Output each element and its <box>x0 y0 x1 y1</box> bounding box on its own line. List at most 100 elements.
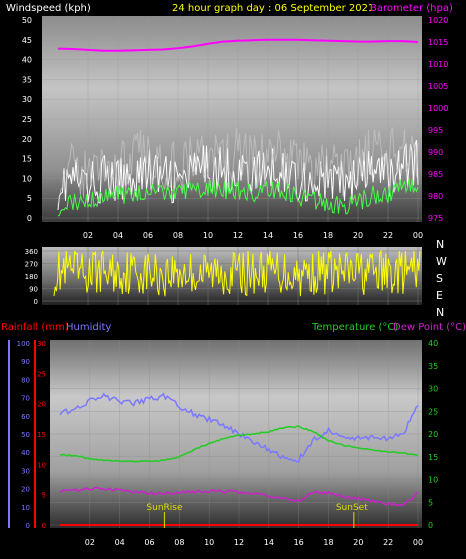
rainfall-axis-bar <box>34 340 36 528</box>
wind-y-tick-label: 35 <box>22 75 32 84</box>
rainfall-y-tick-label: 10 <box>37 461 46 469</box>
humidity-y-tick-label: 100 <box>17 340 30 348</box>
temp-x-tick-label: 04 <box>115 538 125 547</box>
sunset-label: SunSet <box>336 503 368 513</box>
wind-y-tick-label: 10 <box>22 174 32 183</box>
wind-x-tick-label: 22 <box>383 231 393 240</box>
compass-label: N <box>436 306 444 319</box>
wind-x-tick-label: 00 <box>413 231 423 240</box>
humidity-y-tick-label: 30 <box>21 467 30 475</box>
wind-x-tick-label: 02 <box>83 231 93 240</box>
temperature-y-tick-label: 20 <box>428 430 438 439</box>
sun-markers: SunRise SunSet <box>146 503 368 528</box>
rainfall-y-tick-label: 0 <box>42 522 46 530</box>
temperature-y-tick-label: 35 <box>428 362 438 371</box>
temperature-y-tick-label: 0 <box>428 521 433 530</box>
temp-x-tick-label: 20 <box>353 538 363 547</box>
wind-x-tick-label: 08 <box>173 231 183 240</box>
wind-panel-series <box>57 38 419 217</box>
humidity-y-tick-label: 0 <box>26 522 30 530</box>
barometer-y-tick-label: 985 <box>428 170 443 179</box>
wind-x-tick-label: 06 <box>143 231 153 240</box>
direction-y-tick-label: 360 <box>25 248 38 256</box>
direction-y-tick-label: 90 <box>29 286 38 294</box>
temperature-y-tick-label: 40 <box>428 339 438 348</box>
humidity-y-tick-label: 90 <box>21 358 30 366</box>
wind-x-tick-label: 12 <box>233 231 243 240</box>
temp-panel-series <box>59 392 419 526</box>
temp-x-tick-label: 18 <box>323 538 333 547</box>
temperature-y-ticks: 0 5 10 15 20 25 30 35 40 <box>428 339 438 530</box>
temp-x-ticks: 02 04 06 08 10 12 14 16 18 20 22 00 <box>85 538 423 547</box>
wind-x-tick-label: 14 <box>263 231 273 240</box>
barometer-y-tick-label: 1010 <box>428 60 448 69</box>
direction-y-tick-label: 0 <box>34 298 38 306</box>
wind-x-tick-label: 20 <box>353 231 363 240</box>
wind-series-1 <box>57 127 419 207</box>
wind-x-tick-label: 18 <box>323 231 333 240</box>
temp-x-tick-label: 02 <box>85 538 95 547</box>
barometer-y-tick-label: 980 <box>428 192 443 201</box>
wind-series-2 <box>57 178 419 217</box>
temp-x-tick-label: 10 <box>204 538 214 547</box>
humidity-y-tick-label: 60 <box>21 413 30 421</box>
rainfall-y-tick-label: 20 <box>37 401 46 409</box>
barometer-y-tick-label: 995 <box>428 126 443 135</box>
dewpoint-axis-label: Dew Point (°C) <box>393 322 466 333</box>
barometer-axis-label: Barometer (hpa) <box>370 3 453 14</box>
humidity-axis-bar <box>8 340 10 528</box>
temp-x-tick-label: 00 <box>413 538 423 547</box>
direction-panel-grid <box>42 247 422 305</box>
barometer-y-tick-label: 1000 <box>428 104 448 113</box>
temperature-axis-label: Temperature (°C) <box>311 322 398 333</box>
wind-y-tick-label: 30 <box>22 95 32 104</box>
rainfall-y-tick-label: 30 <box>37 340 46 348</box>
rainfall-y-tick-label: 5 <box>42 492 46 500</box>
temp-x-tick-label: 22 <box>383 538 393 547</box>
humidity-y-ticks: 0 10 20 30 40 50 60 70 80 90 100 <box>17 340 30 530</box>
humidity-y-tick-label: 50 <box>21 431 30 439</box>
humidity-y-tick-label: 70 <box>21 395 30 403</box>
wind-y-tick-label: 20 <box>22 135 32 144</box>
barometer-y-tick-label: 975 <box>428 214 443 223</box>
temperature-y-tick-label: 25 <box>428 407 438 416</box>
direction-series <box>53 249 421 297</box>
barometer-line <box>57 38 419 52</box>
compass-label: S <box>436 272 443 285</box>
direction-panel-series <box>53 249 421 297</box>
rainfall-y-tick-label: 25 <box>37 370 46 378</box>
wind-y-tick-label: 0 <box>27 214 32 223</box>
humidity-y-tick-label: 10 <box>21 504 30 512</box>
wind-y-tick-label: 40 <box>22 56 32 65</box>
temp-x-tick-label: 12 <box>234 538 244 547</box>
direction-y-tick-label: 180 <box>25 273 38 281</box>
barometer-y-tick-label: 1005 <box>428 82 448 91</box>
rainfall-y-ticks: 0 5 10 15 20 25 30 <box>37 340 46 530</box>
compass-label: N <box>436 238 444 251</box>
direction-y-ticks: 0 90 180 270 360 <box>25 248 38 306</box>
wind-y-ticks: 0 5 10 15 20 25 30 35 40 45 50 <box>22 16 32 223</box>
wind-x-ticks: 02 04 06 08 10 12 14 16 18 20 22 00 <box>83 231 423 240</box>
compass-label: W <box>436 255 447 268</box>
wind-x-tick-label: 16 <box>293 231 303 240</box>
series-temperature <box>59 425 419 463</box>
wind-y-tick-label: 25 <box>22 115 32 124</box>
humidity-y-tick-label: 80 <box>21 376 30 384</box>
windspeed-axis-label: Windspeed (kph) <box>6 3 91 14</box>
wind-x-tick-label: 04 <box>113 231 123 240</box>
sunrise-label: SunRise <box>146 503 183 513</box>
temperature-y-tick-label: 10 <box>428 476 438 485</box>
humidity-axis-label: Humidity <box>66 322 111 333</box>
barometer-y-tick-label: 990 <box>428 148 443 157</box>
temp-x-tick-label: 14 <box>264 538 274 547</box>
wind-y-tick-label: 5 <box>27 194 32 203</box>
wind-y-tick-label: 15 <box>22 155 32 164</box>
temp-panel-grid <box>50 340 422 528</box>
rainfall-axis-label: Rainfall (mm) <box>1 322 69 333</box>
humidity-y-tick-label: 40 <box>21 449 30 457</box>
temperature-y-tick-label: 30 <box>428 385 438 394</box>
barometer-y-ticks: 975 980 985 990 995 1000 1005 1010 1015 1020 <box>428 16 448 223</box>
